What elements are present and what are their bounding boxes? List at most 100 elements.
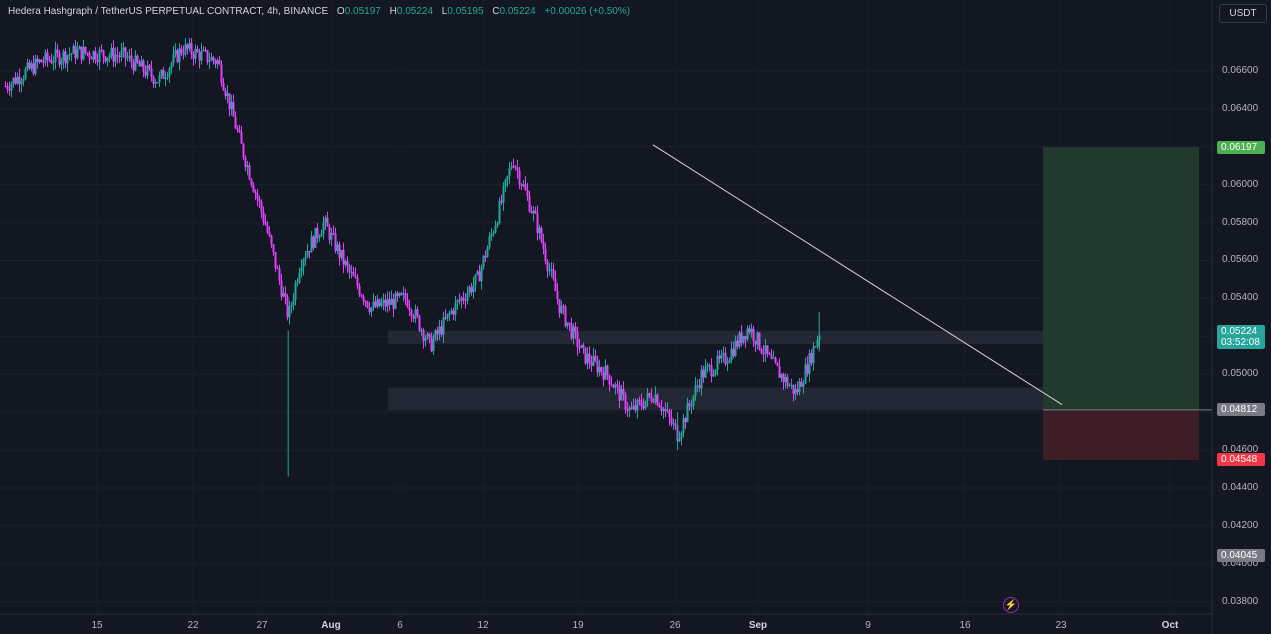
candle-body	[726, 362, 729, 365]
candle-body	[662, 408, 665, 411]
current-price-badge: 0.05224 03:52:08	[1217, 324, 1265, 349]
candle-body	[688, 403, 691, 406]
candle-body	[516, 167, 519, 171]
candle-body	[238, 130, 241, 132]
candle-body	[144, 71, 147, 76]
grid	[0, 70, 1212, 603]
candle-body	[356, 277, 359, 287]
candle-body	[804, 364, 807, 384]
candle-body	[348, 266, 351, 272]
candle-body	[220, 64, 223, 83]
candle-body	[656, 394, 659, 406]
candle-body	[110, 47, 113, 56]
candle-body	[730, 348, 733, 360]
candle-body	[526, 190, 529, 196]
candle-body	[20, 81, 23, 85]
candle-body	[546, 261, 549, 271]
candle-body	[48, 59, 51, 61]
candle-body	[568, 322, 571, 324]
candle-body	[278, 268, 281, 281]
candle-body	[272, 244, 275, 252]
candle-body	[408, 306, 411, 311]
candle-body	[302, 259, 305, 268]
symbol-legend: Hedera Hashgraph / TetherUS PERPETUAL CO…	[8, 6, 630, 17]
candle-body	[258, 198, 261, 202]
candle-body	[700, 369, 703, 389]
candle-body	[588, 353, 591, 363]
lightning-icon[interactable]: ⚡	[1003, 597, 1019, 613]
candle-body	[638, 399, 641, 401]
candle-body	[454, 302, 457, 315]
candle-body	[432, 339, 435, 352]
candle-body	[404, 293, 407, 300]
candle-body	[342, 249, 345, 265]
candle-body	[248, 165, 251, 180]
candle-body	[450, 310, 453, 314]
candle-body	[602, 371, 605, 380]
open-label: O	[336, 6, 345, 17]
candle-body	[490, 233, 493, 237]
low-value: 0.05195	[447, 6, 484, 17]
candle-body	[652, 401, 655, 403]
candle-body	[112, 47, 115, 62]
candle-body	[146, 65, 149, 76]
candle-body	[82, 46, 85, 60]
candle-body	[460, 297, 463, 302]
candle-body	[540, 227, 543, 242]
candle-body	[384, 299, 387, 307]
trendline-segment[interactable]	[652, 144, 1063, 405]
candle-body	[802, 383, 805, 387]
candle-body	[548, 269, 551, 271]
candle-body	[64, 51, 67, 64]
candle-body	[448, 313, 451, 315]
profit-zone[interactable]	[1043, 147, 1199, 410]
candle-body	[306, 251, 309, 257]
candle-body	[666, 410, 669, 412]
candle-body	[314, 227, 317, 248]
support-resistance-zone[interactable]	[388, 387, 1128, 411]
candle-body	[84, 46, 87, 53]
candle-body	[60, 60, 63, 65]
candle-body	[42, 62, 45, 64]
candle-body	[584, 347, 587, 364]
candle-body	[368, 307, 371, 312]
candle-body	[372, 301, 375, 308]
loss-zone[interactable]	[1043, 409, 1199, 460]
entry-price-badge: 0.04812	[1217, 403, 1265, 417]
candle-body	[28, 62, 31, 69]
candle-body	[296, 281, 299, 284]
candle-body	[334, 233, 337, 252]
candle-body	[472, 284, 475, 293]
candle-body	[386, 299, 389, 307]
candle-body	[544, 249, 547, 262]
time-tick-label: 23	[1055, 620, 1067, 631]
candle-body	[34, 58, 37, 74]
trendline[interactable]	[652, 144, 1063, 405]
candle-body	[658, 405, 661, 408]
candle-body	[482, 255, 485, 268]
candle-body	[118, 55, 121, 57]
candle-body	[240, 131, 243, 144]
candle-body	[120, 50, 123, 57]
candle-body	[764, 345, 767, 355]
candle-body	[488, 236, 491, 248]
candle-body	[208, 60, 211, 62]
candle-body	[10, 83, 13, 91]
candle-body	[746, 328, 749, 340]
candle-body	[736, 340, 739, 347]
candle-body	[6, 86, 9, 90]
candle-body	[714, 370, 717, 375]
candle-body	[636, 399, 639, 411]
candle-body	[100, 49, 103, 51]
candle-body	[680, 432, 683, 439]
candle-body	[550, 269, 553, 271]
candle-body	[738, 332, 741, 347]
long-position-tool[interactable]	[1043, 147, 1212, 460]
candle-body	[414, 309, 417, 319]
candle-body	[480, 267, 483, 282]
candle-body	[616, 384, 619, 386]
candle-body	[766, 345, 769, 354]
candle-body	[54, 49, 57, 62]
currency-button[interactable]: USDT	[1219, 4, 1267, 23]
